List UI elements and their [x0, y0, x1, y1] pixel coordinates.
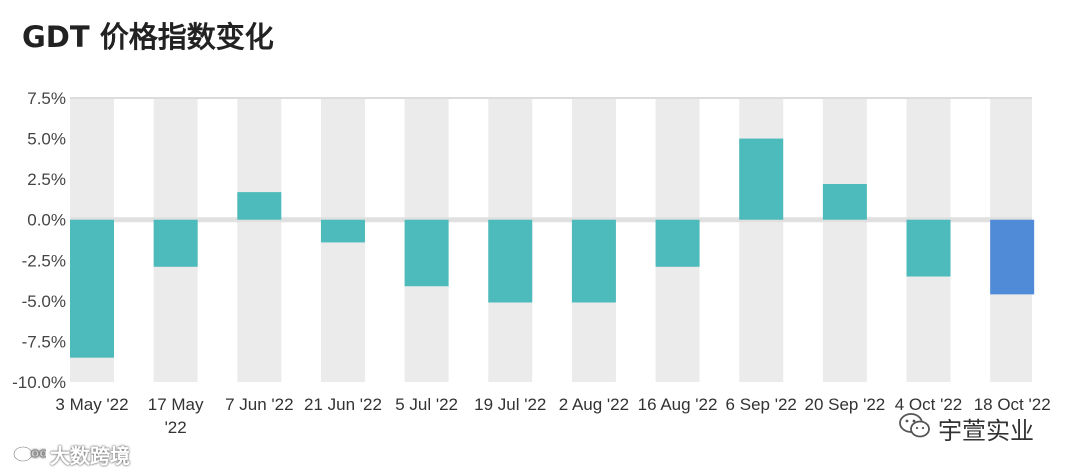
y-tick-label: 5.0%: [27, 130, 66, 149]
y-tick-label: -7.5%: [22, 332, 66, 351]
x-tick-label: '22: [165, 418, 187, 437]
x-tick-label: 16 Aug '22: [638, 395, 718, 414]
watermark-yuxuan: 宇萱实业: [898, 411, 1034, 446]
x-tick-label: 20 Sep '22: [804, 395, 885, 414]
bar: [906, 219, 951, 277]
y-tick-label: -10.0%: [12, 373, 66, 392]
x-tick-label: 18 Oct '22: [974, 395, 1051, 414]
bar: [488, 219, 533, 303]
x-tick-label: 17 May: [148, 395, 204, 414]
column-band: [237, 98, 282, 382]
bar: [320, 219, 365, 243]
x-tick-label: 21 Jun '22: [304, 395, 382, 414]
weibo-icon: oo: [12, 441, 48, 468]
column-band: [822, 98, 867, 382]
x-tick-label: 7 Jun '22: [225, 395, 293, 414]
y-tick-label: 2.5%: [27, 170, 66, 189]
bar: [404, 219, 449, 287]
x-tick-label: 5 Jul '22: [395, 395, 458, 414]
chart-title: GDT 价格指数变化: [22, 20, 274, 54]
bar: [571, 219, 616, 303]
y-tick-label: 0.0%: [27, 211, 66, 230]
x-tick-label: 6 Sep '22: [726, 395, 797, 414]
bar: [990, 219, 1035, 295]
bar: [739, 138, 784, 220]
x-tick-label: 4 Oct '22: [895, 395, 963, 414]
y-tick-label: -5.0%: [22, 292, 66, 311]
watermark-dashujujing: oo 大数跨境: [12, 440, 130, 469]
y-tick-label: 7.5%: [27, 89, 66, 108]
watermark-left-text: 大数跨境: [50, 444, 130, 468]
y-tick-label: -2.5%: [22, 251, 66, 270]
svg-text:oo: oo: [31, 446, 46, 460]
bar: [153, 219, 198, 267]
wechat-icon: [898, 412, 932, 446]
x-tick-label: 19 Jul '22: [474, 395, 546, 414]
watermark-right-text: 宇萱实业: [938, 417, 1034, 445]
x-tick-label: 3 May '22: [55, 395, 128, 414]
bar: [822, 184, 867, 220]
x-tick-label: 2 Aug '22: [559, 395, 629, 414]
bar: [70, 219, 114, 358]
bar: [237, 192, 282, 220]
bar: [655, 219, 700, 267]
